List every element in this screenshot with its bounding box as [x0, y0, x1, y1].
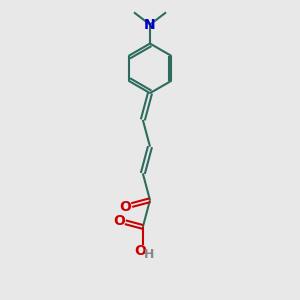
Text: O: O: [113, 214, 125, 228]
Text: N: N: [144, 18, 156, 32]
Text: O: O: [120, 200, 131, 214]
Text: H: H: [144, 248, 154, 261]
Text: O: O: [135, 244, 146, 258]
